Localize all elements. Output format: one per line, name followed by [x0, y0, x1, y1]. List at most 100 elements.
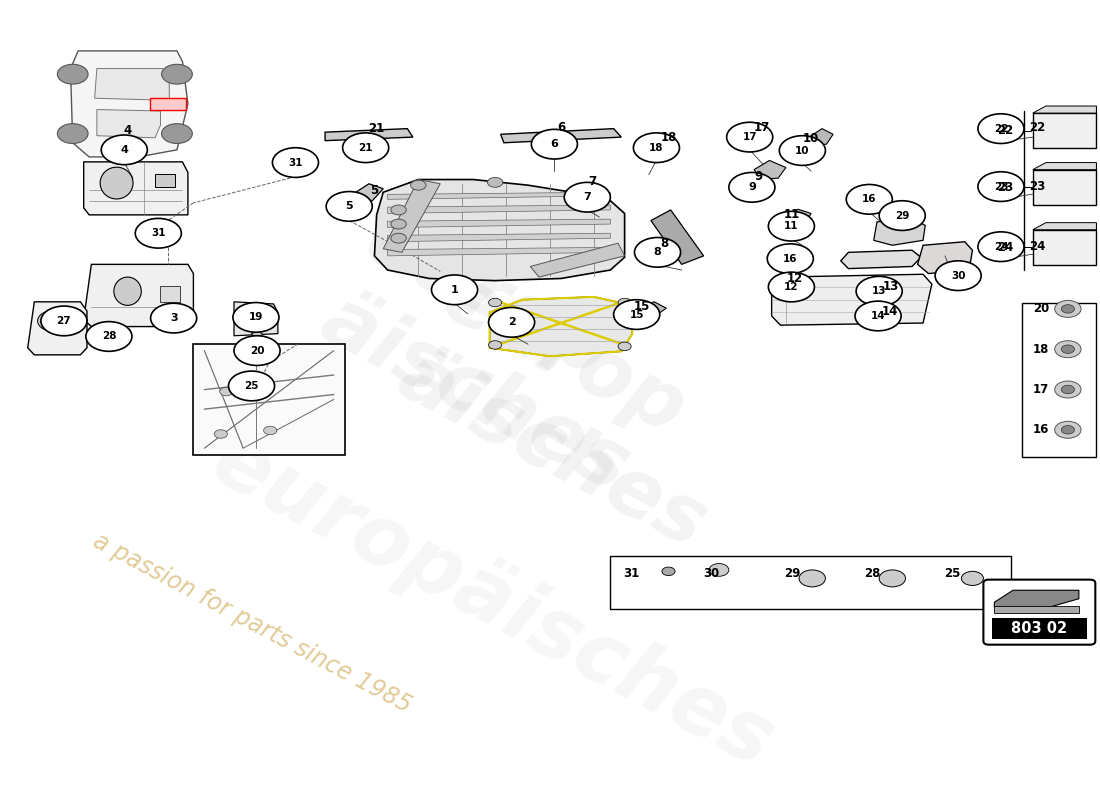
Circle shape — [1062, 305, 1075, 313]
Circle shape — [781, 272, 801, 285]
Circle shape — [799, 570, 825, 587]
Circle shape — [1055, 341, 1081, 358]
Circle shape — [431, 275, 477, 305]
Polygon shape — [640, 302, 667, 316]
Circle shape — [773, 251, 806, 272]
Text: 4: 4 — [120, 145, 129, 155]
Circle shape — [618, 298, 631, 306]
Text: 19: 19 — [249, 312, 263, 322]
FancyBboxPatch shape — [983, 580, 1096, 645]
Bar — [155, 174, 175, 186]
Circle shape — [220, 387, 233, 396]
Circle shape — [575, 186, 591, 196]
Text: 24: 24 — [1028, 240, 1045, 253]
Polygon shape — [387, 205, 610, 214]
Circle shape — [488, 307, 535, 337]
Polygon shape — [374, 179, 625, 281]
Polygon shape — [1033, 106, 1097, 113]
Polygon shape — [326, 129, 412, 141]
Text: 20: 20 — [250, 346, 264, 356]
Text: 28: 28 — [864, 567, 880, 580]
Polygon shape — [1033, 222, 1097, 230]
Circle shape — [879, 201, 925, 230]
Polygon shape — [95, 69, 169, 100]
Text: 16: 16 — [783, 254, 798, 264]
Text: 29: 29 — [895, 210, 910, 221]
Text: 31: 31 — [288, 158, 302, 167]
Text: 15: 15 — [634, 299, 650, 313]
Text: 20: 20 — [1033, 302, 1049, 315]
Circle shape — [1062, 345, 1075, 354]
Bar — [1033, 170, 1097, 205]
Polygon shape — [873, 217, 925, 246]
Text: 10: 10 — [803, 132, 820, 145]
Circle shape — [635, 238, 681, 267]
Text: 1: 1 — [451, 285, 459, 295]
Circle shape — [662, 567, 675, 575]
Circle shape — [410, 180, 426, 190]
Text: 31: 31 — [624, 567, 640, 580]
Ellipse shape — [100, 167, 133, 199]
Polygon shape — [97, 110, 161, 138]
Circle shape — [487, 178, 503, 187]
Text: 23: 23 — [997, 181, 1013, 194]
Circle shape — [781, 256, 799, 267]
Circle shape — [57, 124, 88, 143]
Circle shape — [768, 272, 814, 302]
Circle shape — [229, 371, 275, 401]
Text: 9: 9 — [748, 182, 756, 192]
Text: 22: 22 — [997, 124, 1013, 138]
Circle shape — [618, 342, 631, 350]
Text: 18: 18 — [1033, 342, 1049, 356]
Text: 11: 11 — [784, 221, 799, 231]
Circle shape — [614, 300, 660, 330]
Circle shape — [41, 306, 87, 336]
Polygon shape — [500, 129, 621, 142]
Text: 13: 13 — [883, 281, 900, 294]
Circle shape — [273, 148, 319, 178]
Text: 6: 6 — [550, 139, 559, 149]
Text: europ
äisches: europ äisches — [385, 258, 762, 565]
Polygon shape — [808, 129, 833, 146]
Text: 27: 27 — [56, 316, 72, 326]
Circle shape — [214, 430, 228, 438]
Text: 16: 16 — [862, 194, 877, 204]
Text: 3: 3 — [169, 313, 177, 323]
Polygon shape — [651, 210, 704, 264]
Polygon shape — [840, 250, 921, 269]
Circle shape — [978, 172, 1024, 202]
Circle shape — [582, 189, 593, 196]
Circle shape — [729, 173, 774, 202]
Polygon shape — [234, 302, 278, 336]
Circle shape — [531, 130, 578, 159]
Circle shape — [855, 301, 901, 331]
Text: 25: 25 — [244, 381, 258, 391]
Text: 5: 5 — [345, 202, 353, 211]
Polygon shape — [755, 161, 785, 179]
Circle shape — [162, 64, 192, 84]
Text: 8: 8 — [653, 247, 661, 258]
Circle shape — [856, 276, 902, 306]
Circle shape — [86, 322, 132, 351]
Text: 31: 31 — [151, 228, 165, 238]
Polygon shape — [771, 274, 932, 325]
Polygon shape — [917, 242, 972, 274]
Ellipse shape — [114, 277, 141, 306]
Bar — [1033, 113, 1097, 149]
Text: 12: 12 — [784, 282, 799, 292]
Text: 14: 14 — [882, 306, 899, 318]
Text: 9: 9 — [755, 170, 762, 183]
Text: 11: 11 — [783, 208, 800, 222]
Text: 16: 16 — [1033, 423, 1049, 436]
Text: 5: 5 — [371, 184, 378, 197]
Circle shape — [162, 124, 192, 143]
Circle shape — [390, 219, 406, 229]
Polygon shape — [387, 192, 610, 199]
Circle shape — [634, 133, 680, 162]
Bar — [194, 343, 344, 455]
Polygon shape — [387, 234, 610, 242]
Circle shape — [576, 185, 598, 199]
Bar — [161, 286, 180, 302]
Text: 7: 7 — [583, 192, 591, 202]
Text: 17: 17 — [754, 121, 770, 134]
